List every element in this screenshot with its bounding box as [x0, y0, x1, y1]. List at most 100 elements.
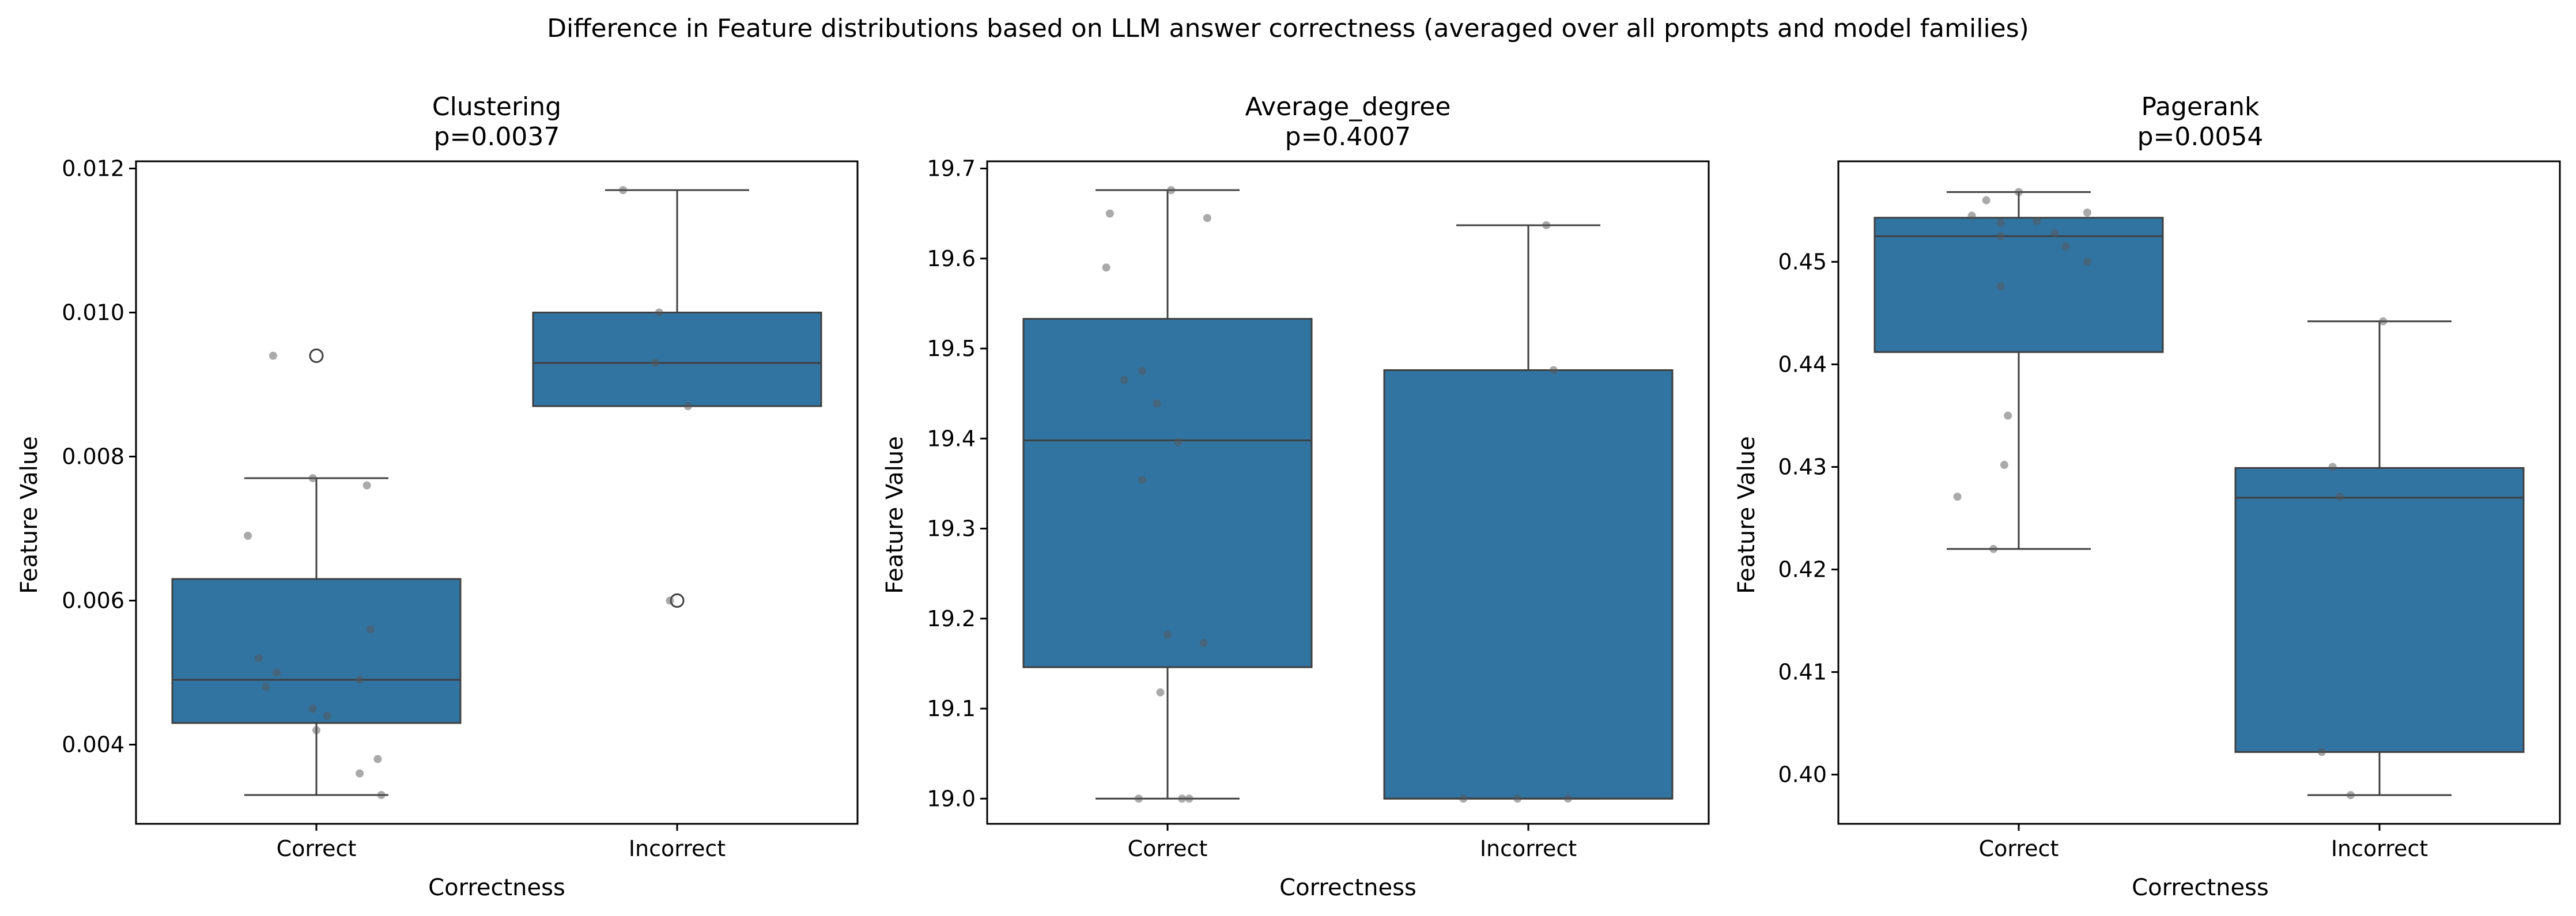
y-tick-label: 0.006	[62, 588, 124, 614]
data-point	[356, 769, 364, 778]
data-point	[2328, 463, 2337, 471]
data-point	[1996, 218, 2005, 227]
data-point	[1156, 688, 1165, 697]
y-tick-label: 19.0	[927, 786, 976, 811]
data-point	[2033, 217, 2041, 225]
x-tick-label: Incorrect	[1480, 836, 1577, 861]
data-point	[273, 668, 281, 677]
clustering-panel: Clustering p=0.0037 Correctness Feature …	[16, 92, 859, 901]
panel-title: Pagerank	[2141, 92, 2260, 122]
x-tick-label: Correct	[277, 836, 357, 861]
data-point	[362, 481, 371, 490]
y-tick-label: 0.41	[1778, 660, 1827, 685]
data-point	[269, 351, 277, 360]
data-point	[377, 791, 386, 799]
data-point	[1967, 211, 1976, 220]
y-tick-label: 19.4	[927, 426, 976, 451]
y-tick-label: 19.6	[927, 246, 976, 271]
data-point	[1996, 232, 2005, 240]
data-point	[666, 596, 674, 605]
data-point	[1982, 196, 1990, 205]
data-point	[323, 711, 331, 720]
y-tick-label: 19.2	[927, 606, 976, 631]
data-point	[254, 654, 263, 663]
data-point	[1513, 794, 1522, 803]
axes-frame	[1837, 160, 2561, 825]
data-point	[366, 625, 375, 634]
data-point	[651, 359, 660, 367]
y-tick-label: 0.004	[62, 732, 124, 758]
data-point	[2000, 460, 2008, 469]
data-point	[1167, 186, 1176, 194]
average-degree-panel: Average_degree p=0.4007 Correctness Feat…	[882, 92, 1710, 901]
data-point	[1203, 214, 1211, 222]
x-tick-label: Incorrect	[629, 836, 726, 861]
data-point	[2379, 317, 2388, 325]
data-point	[2015, 188, 2023, 196]
data-point	[2083, 209, 2091, 217]
x-axis-label: Correctness	[428, 875, 565, 901]
data-point	[1120, 376, 1128, 384]
axes-frame	[135, 160, 859, 825]
y-axis-label: Feature Value	[1733, 436, 1760, 594]
y-axis-label: Feature Value	[16, 436, 43, 594]
data-point	[2004, 411, 2012, 420]
data-point	[1174, 438, 1183, 446]
data-point	[1153, 399, 1161, 408]
data-point	[1178, 794, 1187, 803]
data-point	[308, 705, 317, 713]
iqr-box	[1874, 217, 2164, 353]
y-tick-label: 0.43	[1778, 454, 1827, 479]
data-point	[2061, 242, 2070, 251]
data-point	[683, 402, 692, 410]
y-tick-label: 19.3	[927, 516, 976, 542]
panel-title: Average_degree	[1245, 92, 1451, 122]
box-correct	[1874, 191, 2164, 550]
data-point	[2336, 493, 2344, 501]
x-tick-label: Incorrect	[2331, 836, 2428, 861]
y-tick-label: 0.010	[62, 300, 124, 325]
data-point	[2317, 748, 2326, 756]
x-axis-label: Correctness	[2132, 875, 2269, 901]
x-tick-label: Correct	[1979, 836, 2059, 861]
data-point	[308, 474, 317, 482]
data-point	[262, 683, 270, 691]
data-point	[1549, 366, 1558, 374]
y-tick-label: 0.45	[1778, 249, 1827, 274]
data-point	[312, 726, 320, 735]
data-point	[1996, 282, 2005, 291]
box-correct	[171, 349, 462, 796]
iqr-box	[1383, 369, 1674, 800]
y-axis-label: Feature Value	[882, 436, 908, 594]
data-point	[2083, 258, 2091, 266]
iqr-box	[532, 312, 822, 407]
panel-pvalue: p=0.0037	[434, 122, 560, 152]
y-tick-label: 0.44	[1778, 351, 1827, 377]
data-point	[244, 532, 252, 540]
data-point	[1563, 794, 1572, 803]
data-point	[373, 755, 382, 763]
panel-title: Clustering	[432, 92, 561, 122]
iqr-box	[1022, 317, 1313, 668]
axes-frame	[986, 160, 1710, 825]
x-tick-label: Correct	[1128, 836, 1208, 861]
box-correct	[1022, 189, 1313, 800]
y-tick-label: 19.1	[927, 696, 976, 721]
data-point	[1989, 544, 1998, 553]
box-incorrect	[2234, 320, 2525, 796]
iqr-box	[171, 578, 462, 724]
y-tick-label: 19.5	[927, 336, 976, 361]
pagerank-panel: Pagerank p=0.0054 Correctness Feature Va…	[1733, 92, 2561, 901]
x-axis-label: Correctness	[1279, 875, 1417, 901]
figure-title: Difference in Feature distributions base…	[547, 14, 2029, 43]
data-point	[1185, 794, 1193, 803]
y-tick-label: 0.42	[1778, 557, 1827, 582]
y-tick-label: 19.7	[927, 156, 976, 181]
y-tick-label: 0.40	[1778, 762, 1827, 788]
iqr-box	[2234, 467, 2525, 753]
data-point	[655, 308, 663, 317]
data-point	[1138, 367, 1147, 376]
panel-pvalue: p=0.4007	[1285, 122, 1411, 152]
data-point	[619, 186, 628, 194]
